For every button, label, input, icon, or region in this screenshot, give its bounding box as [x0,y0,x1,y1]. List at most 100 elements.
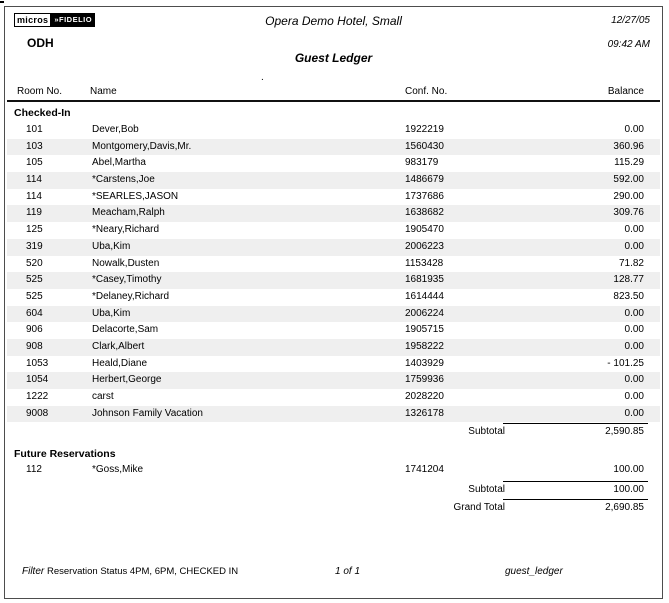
report-page: micros »FIDELIO ODH Opera Demo Hotel, Sm… [4,6,663,599]
room-number-cell: 319 [26,240,43,252]
filter-value: Reservation Status 4PM, 6PM, CHECKED IN [47,566,239,577]
report-time: 09:42 AM [607,39,650,50]
balance-cell: 0.00 [624,324,644,336]
conf-number-cell: 1905715 [405,324,444,336]
conf-number-cell: 1486679 [405,174,444,186]
table-row: 119 Meacham,Ralph 1638682 309.76 [7,205,660,223]
report-file-name: guest_ledger [505,566,563,577]
room-number-cell: 520 [26,257,43,269]
room-number-cell: 906 [26,324,43,336]
future-reservations-subtotal-row: Subtotal 100.00 [7,481,660,498]
balance-cell: 0.00 [624,224,644,236]
room-number-cell: 1053 [26,357,49,369]
conf-number-cell: 1958222 [405,340,444,352]
column-header-room: Room No. [17,86,63,97]
balance-cell: 115.29 [614,157,644,169]
balance-cell: 71.82 [618,257,644,269]
guest-name-cell: *Delaney,Richard [92,290,170,302]
micros-fidelio-logo: micros »FIDELIO [14,13,96,27]
guest-name-cell: Dever,Bob [92,124,139,135]
grand-total-overline [503,499,648,500]
hotel-name: Opera Demo Hotel, Small [265,14,402,28]
logo-separator: » [54,15,59,24]
room-number-cell: 125 [26,224,43,236]
stray-period-mark: . [261,72,264,83]
conf-number-cell: 1614444 [405,290,444,302]
room-number-cell: 908 [26,340,43,352]
balance-cell: 0.00 [624,124,644,135]
grand-total-value: 2,690.85 [605,502,644,513]
guest-name-cell: carst [92,391,114,402]
guest-name-cell: Heald,Diane [92,357,148,369]
room-number-cell: 101 [26,124,43,135]
guest-name-cell: *Carstens,Joe [92,174,155,186]
guest-name-cell: Montgomery,Davis,Mr. [92,140,192,152]
report-date: 12/27/05 [611,15,650,26]
section-label-checked-in: Checked-In [14,107,71,119]
conf-number-cell: 1403929 [405,357,444,369]
balance-cell: 100.00 [613,464,644,475]
guest-name-cell: Nowalk,Dusten [92,257,160,269]
table-row: 112 *Goss,Mike 1741204 100.00 [7,462,660,479]
conf-number-cell: 1681935 [405,274,444,286]
table-row: 319 Uba,Kim 2006223 0.00 [7,238,660,256]
guest-name-cell: *Goss,Mike [92,464,144,475]
subtotal-value: 100.00 [613,484,644,495]
column-header-balance: Balance [607,86,644,97]
room-number-cell: 114 [26,190,42,202]
guest-name-cell: *Casey,Timothy [92,274,162,286]
guest-name-cell: Delacorte,Sam [92,324,159,336]
subtotal-overline [503,481,648,482]
balance-cell: 360.96 [613,140,644,152]
balance-cell: 0.00 [624,240,644,252]
balance-cell: 128.77 [613,274,644,286]
subtotal-label: Subtotal [468,426,505,437]
column-header-conf: Conf. No. [405,86,448,97]
checked-in-subtotal-row: Subtotal 2,590.85 [7,423,660,440]
column-header-name: Name [90,86,117,97]
subtotal-label: Subtotal [468,484,505,495]
grand-total-row: Grand Total 2,690.85 [7,499,660,516]
conf-number-cell: 1153428 [405,257,444,269]
room-number-cell: 525 [26,290,43,302]
filter-label: Filter [22,566,45,577]
table-row: 906 Delacorte,Sam 1905715 0.00 [7,322,660,339]
conf-number-cell: 1905470 [405,224,444,236]
conf-number-cell: 1741204 [405,464,444,475]
guest-name-cell: *Neary,Richard [92,224,160,236]
conf-number-cell: 1560430 [405,140,444,152]
fidelio-label: FIDELIO [59,15,93,24]
conf-number-cell: 1759936 [405,374,444,386]
balance-cell: 0.00 [624,407,644,419]
balance-cell: 0.00 [624,391,644,402]
balance-cell: 0.00 [624,307,644,319]
conf-number-cell: 983179 [405,157,439,169]
grand-total-label: Grand Total [453,502,505,513]
room-number-cell: 1222 [26,391,49,402]
room-number-cell: 114 [26,174,42,186]
room-number-cell: 525 [26,274,43,286]
table-row: 525 *Casey,Timothy 1681935 128.77 [7,272,660,289]
guest-name-cell: Johnson Family Vacation [92,407,203,419]
table-row: 101 Dever,Bob 1922219 0.00 [7,122,660,139]
room-number-cell: 9008 [26,407,49,419]
page-number: 1 of 1 [335,566,361,577]
report-title: Guest Ledger [294,51,373,65]
balance-cell: 290.00 [613,190,644,202]
micros-logo-text: micros [14,13,52,27]
guest-name-cell: Abel,Martha [92,157,146,169]
conf-number-cell: 1922219 [405,124,444,135]
conf-number-cell: 2006223 [405,240,444,252]
table-row: 125 *Neary,Richard 1905470 0.00 [7,222,660,239]
conf-number-cell: 1638682 [405,207,444,219]
guest-name-cell: Clark,Albert [92,340,145,352]
table-row: 9008 Johnson Family Vacation 1326178 0.0… [7,405,660,423]
conf-number-cell: 2028220 [405,391,444,402]
room-number-cell: 604 [26,307,43,319]
balance-cell: 309.76 [613,207,644,219]
balance-cell: 592.00 [613,174,644,186]
conf-number-cell: 2006224 [405,307,444,319]
fidelio-logo-text: »FIDELIO [51,13,96,27]
balance-cell: 0.00 [624,340,644,352]
table-row: 114 *SEARLES,JASON 1737686 290.00 [7,189,660,206]
